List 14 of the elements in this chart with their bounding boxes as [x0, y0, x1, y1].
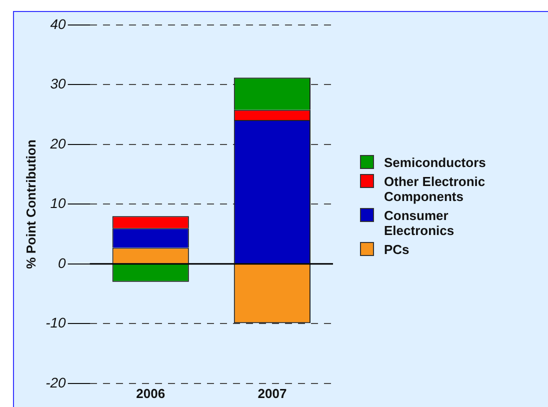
- x-tick-label: 2007: [258, 386, 287, 401]
- y-tick-label: 20: [49, 135, 66, 152]
- y-tick-label: 10: [50, 195, 66, 212]
- y-tick-label: 40: [50, 16, 66, 32]
- legend-label: PCs: [384, 242, 410, 257]
- y-tick-label: 30: [50, 76, 66, 92]
- y-axis-title: % Point Contribution: [23, 140, 38, 269]
- y-tick-label: -20: [46, 374, 66, 390]
- legend-label: Consumer Electronics: [384, 208, 456, 238]
- legend-label: Other Electronic Components: [384, 174, 486, 204]
- legend-label: Semiconductors: [384, 155, 487, 170]
- y-tick-label: 0: [58, 254, 66, 271]
- y-tick-label: -10: [46, 314, 66, 331]
- x-tick-label: 2006: [136, 386, 166, 401]
